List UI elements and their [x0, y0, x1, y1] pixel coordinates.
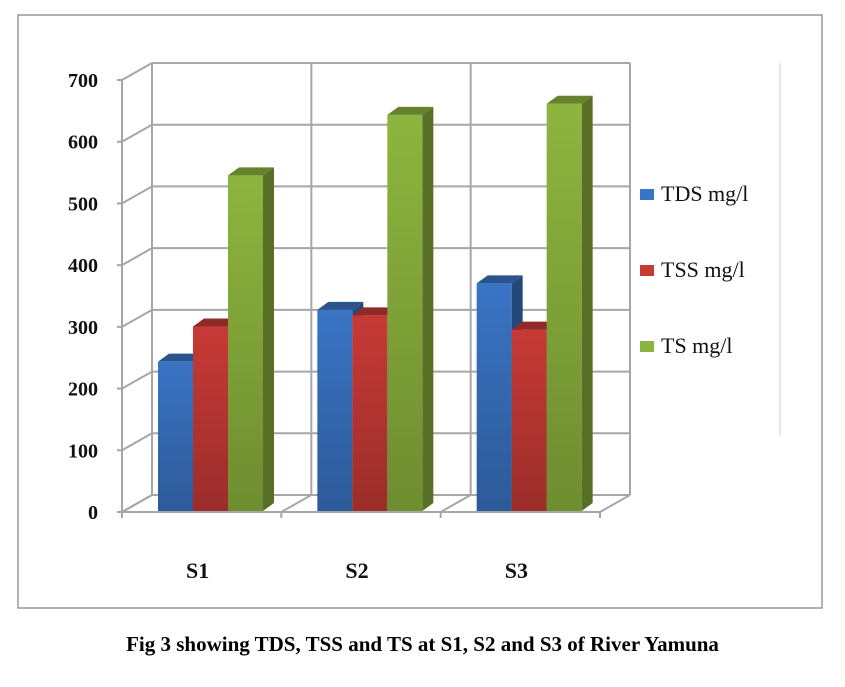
side-gridline: [121, 185, 153, 205]
chart: 0 100 200 300 400 500 600 700 S1 S2 S3 TDS mg/l TSS…: [17, 14, 823, 609]
y-tick-label: 700: [68, 70, 98, 92]
legend-label: TDS mg/l: [661, 181, 748, 206]
y-tick-label: 100: [68, 440, 98, 462]
bar-top: [511, 321, 558, 330]
bar-top: [387, 106, 434, 115]
bar-tds-s3: [476, 283, 512, 511]
legend-label: TS mg/l: [661, 333, 733, 358]
bar-top: [193, 318, 239, 327]
floor-gridline: [121, 494, 153, 513]
floor-gridline: [280, 494, 312, 513]
x-tick-label: S2: [345, 558, 368, 583]
bar-side: [581, 95, 593, 511]
legend-swatch: [640, 341, 654, 352]
side-gridline: [121, 123, 153, 143]
x-tick-label: S3: [505, 558, 528, 583]
floor-gridline: [599, 494, 631, 513]
legend-label: TSS mg/l: [661, 257, 745, 282]
bar-ts-s1: [228, 175, 263, 512]
bar-top: [158, 353, 204, 362]
floor-gridline: [440, 494, 472, 513]
bar-top: [352, 307, 399, 316]
legend-swatch: [640, 189, 654, 200]
side-gridline: [121, 308, 153, 328]
bar-top: [317, 301, 364, 310]
side-gridline: [121, 247, 153, 267]
bar-side: [422, 106, 434, 512]
y-tick-label: 0: [88, 502, 98, 524]
bar-top: [228, 167, 274, 176]
bar-top: [546, 95, 593, 104]
bar-tds-s1: [158, 361, 193, 511]
y-tick-label: 200: [68, 379, 98, 401]
side-gridline: [121, 370, 153, 390]
bar-top: [476, 275, 523, 284]
bar-tss-s2: [352, 315, 388, 511]
bar-ts-s2: [387, 114, 423, 512]
x-tick-label: S1: [186, 558, 209, 583]
bar-tss-s1: [193, 326, 228, 511]
legend-swatch: [640, 265, 654, 276]
bar-tds-s2: [317, 309, 353, 511]
y-tick-label: 500: [68, 193, 98, 215]
bar-side: [263, 167, 274, 512]
bar-tss-s3: [511, 329, 547, 511]
side-gridline: [121, 62, 153, 81]
figure-caption: Fig 3 showing TDS, TSS and TS at S1, S2 …: [126, 632, 719, 656]
y-tick-label: 300: [68, 317, 98, 339]
y-tick-label: 400: [68, 255, 98, 277]
y-tick-label: 600: [68, 132, 98, 154]
bar-ts-s3: [546, 103, 582, 511]
side-gridline: [121, 432, 153, 452]
